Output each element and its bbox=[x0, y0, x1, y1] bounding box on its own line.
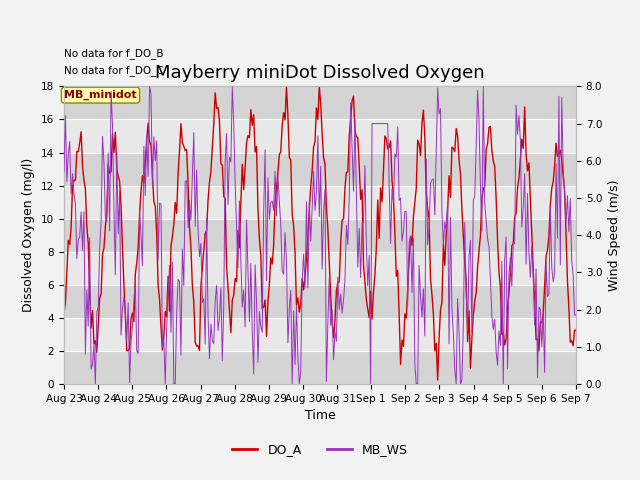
Bar bbox=[64, 120, 576, 153]
Bar bbox=[64, 252, 576, 285]
Text: No data for f_DO_C: No data for f_DO_C bbox=[64, 66, 164, 76]
Bar bbox=[64, 318, 576, 351]
Bar bbox=[64, 219, 576, 252]
Text: No data for f_DO_B: No data for f_DO_B bbox=[64, 48, 163, 59]
Bar bbox=[64, 86, 576, 120]
Y-axis label: Wind Speed (m/s): Wind Speed (m/s) bbox=[608, 180, 621, 291]
X-axis label: Time: Time bbox=[305, 409, 335, 422]
Bar bbox=[64, 351, 576, 384]
Bar bbox=[64, 285, 576, 318]
Y-axis label: Dissolved Oxygen (mg/l): Dissolved Oxygen (mg/l) bbox=[22, 158, 35, 312]
Text: MB_minidot: MB_minidot bbox=[64, 90, 137, 100]
Bar bbox=[64, 186, 576, 219]
Title: Mayberry miniDot Dissolved Oxygen: Mayberry miniDot Dissolved Oxygen bbox=[155, 64, 485, 82]
Legend: DO_A, MB_WS: DO_A, MB_WS bbox=[227, 438, 413, 461]
Bar bbox=[64, 153, 576, 186]
